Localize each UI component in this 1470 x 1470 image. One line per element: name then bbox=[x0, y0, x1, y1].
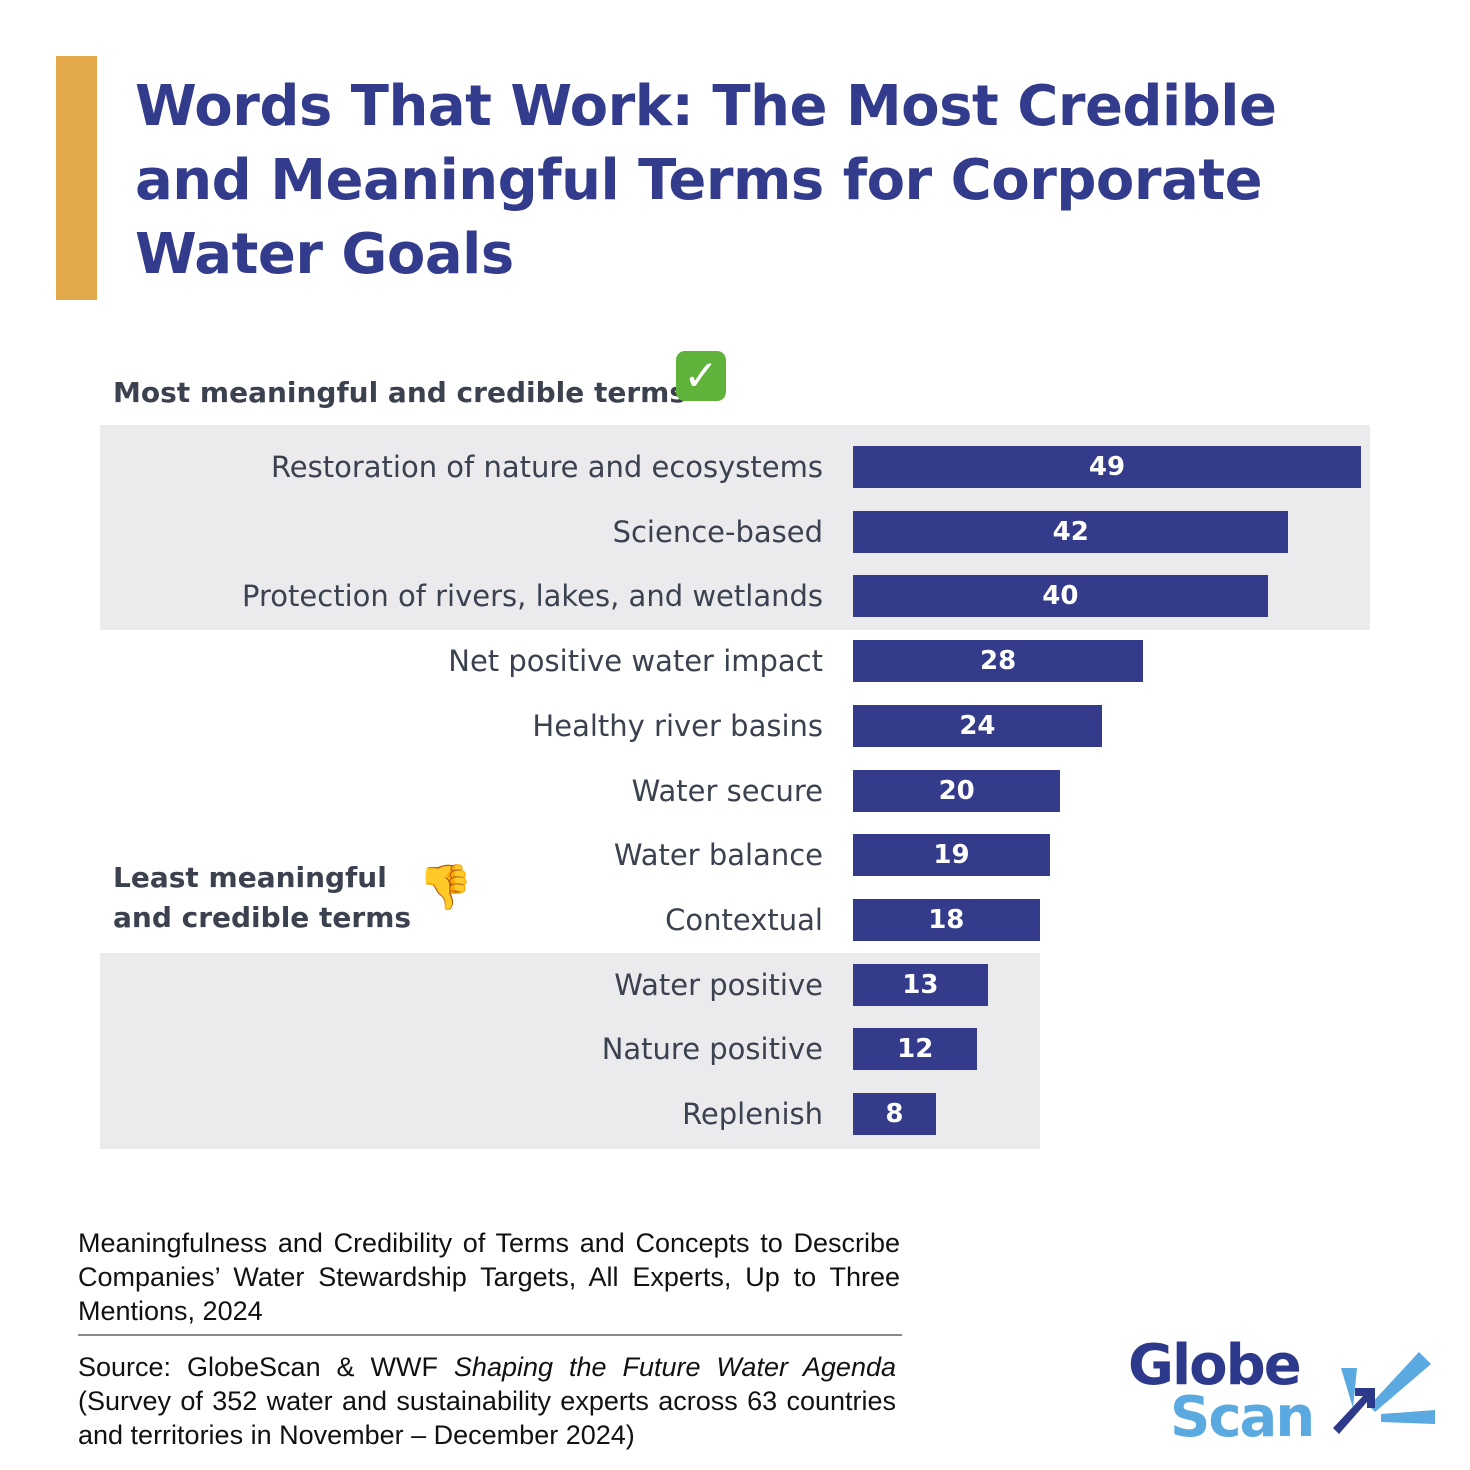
chart-row: Net positive water impact 28 bbox=[0, 640, 1470, 683]
bar: 13 bbox=[853, 963, 988, 1006]
least-label-line1: Least meaningful bbox=[113, 861, 387, 894]
row-label: Healthy river basins bbox=[532, 708, 823, 743]
chart-row: Protection of rivers, lakes, and wetland… bbox=[0, 575, 1470, 618]
chart-row: Water secure 20 bbox=[0, 769, 1470, 812]
source-suffix: (Survey of 352 water and sustainability … bbox=[78, 1386, 896, 1450]
row-label: Water positive bbox=[614, 967, 823, 1002]
source-note: Source: GlobeScan & WWF Shaping the Futu… bbox=[78, 1350, 896, 1452]
bar: 19 bbox=[853, 834, 1050, 877]
chart-caption: Meaningfulness and Credibility of Terms … bbox=[78, 1228, 900, 1326]
bar-value-label: 18 bbox=[928, 904, 965, 935]
chart-row: Science-based 42 bbox=[0, 510, 1470, 553]
row-label: Water secure bbox=[631, 773, 823, 808]
page-title: Words That Work: The Most Credible and M… bbox=[135, 74, 1277, 287]
logo-text-scan: Scan bbox=[1170, 1385, 1315, 1450]
row-label: Restoration of nature and ecosystems bbox=[270, 450, 823, 484]
bar: 12 bbox=[853, 1028, 978, 1071]
bar-value-label: 42 bbox=[1052, 516, 1089, 547]
least-meaningful-section-label: Least meaningful and credible terms bbox=[113, 858, 411, 938]
row-label: Protection of rivers, lakes, and wetland… bbox=[242, 579, 823, 614]
bar-value-label: 49 bbox=[1088, 452, 1126, 482]
bar: 24 bbox=[853, 704, 1102, 747]
bar: 8 bbox=[853, 1093, 936, 1135]
bar: 40 bbox=[853, 575, 1268, 618]
globescan-logo: Globe Scan bbox=[1128, 1336, 1438, 1456]
bar-value-label: 19 bbox=[933, 840, 970, 871]
row-label: Water balance bbox=[613, 838, 823, 873]
row-label: Nature positive bbox=[601, 1032, 823, 1067]
bar: 49 bbox=[853, 446, 1361, 488]
footer-divider bbox=[78, 1334, 902, 1336]
bar-value-label: 8 bbox=[885, 1099, 904, 1129]
least-label-line2: and credible terms bbox=[113, 901, 412, 934]
row-label: Replenish bbox=[682, 1097, 823, 1131]
bar-value-label: 13 bbox=[902, 969, 939, 1000]
row-label: Contextual bbox=[665, 902, 823, 937]
bar-value-label: 40 bbox=[1042, 581, 1079, 612]
chart-row: Water balance 19 bbox=[0, 834, 1470, 877]
bar-value-label: 12 bbox=[897, 1034, 934, 1065]
source-prefix: Source: GlobeScan & WWF bbox=[78, 1352, 454, 1382]
bar: 20 bbox=[853, 769, 1061, 812]
logo-burst-icon bbox=[1333, 1352, 1435, 1434]
chart-row: Restoration of nature and ecosystems 49 bbox=[0, 446, 1470, 488]
chart-row: Contextual 18 bbox=[0, 898, 1470, 941]
check-mark-icon: ✓ bbox=[676, 351, 726, 401]
chart-row: Replenish 8 bbox=[0, 1093, 1470, 1135]
bar-value-label: 28 bbox=[980, 646, 1017, 677]
thumbs-down-icon: 👎 bbox=[418, 862, 473, 913]
title-accent-bar bbox=[56, 56, 97, 300]
logo-text-globe: Globe bbox=[1128, 1333, 1302, 1398]
bar-value-label: 20 bbox=[938, 775, 975, 806]
most-meaningful-section-label: Most meaningful and credible terms bbox=[113, 376, 686, 409]
bar: 42 bbox=[853, 510, 1289, 553]
row-label: Science-based bbox=[612, 514, 823, 549]
row-label: Net positive water impact bbox=[448, 644, 823, 679]
bar: 18 bbox=[853, 898, 1040, 941]
chart-row: Nature positive 12 bbox=[0, 1028, 1470, 1071]
source-title: Shaping the Future Water Agenda bbox=[453, 1352, 896, 1382]
bar: 28 bbox=[853, 640, 1144, 683]
chart-row: Healthy river basins 24 bbox=[0, 704, 1470, 747]
chart-row: Water positive 13 bbox=[0, 963, 1470, 1006]
bar-value-label: 24 bbox=[959, 710, 996, 741]
